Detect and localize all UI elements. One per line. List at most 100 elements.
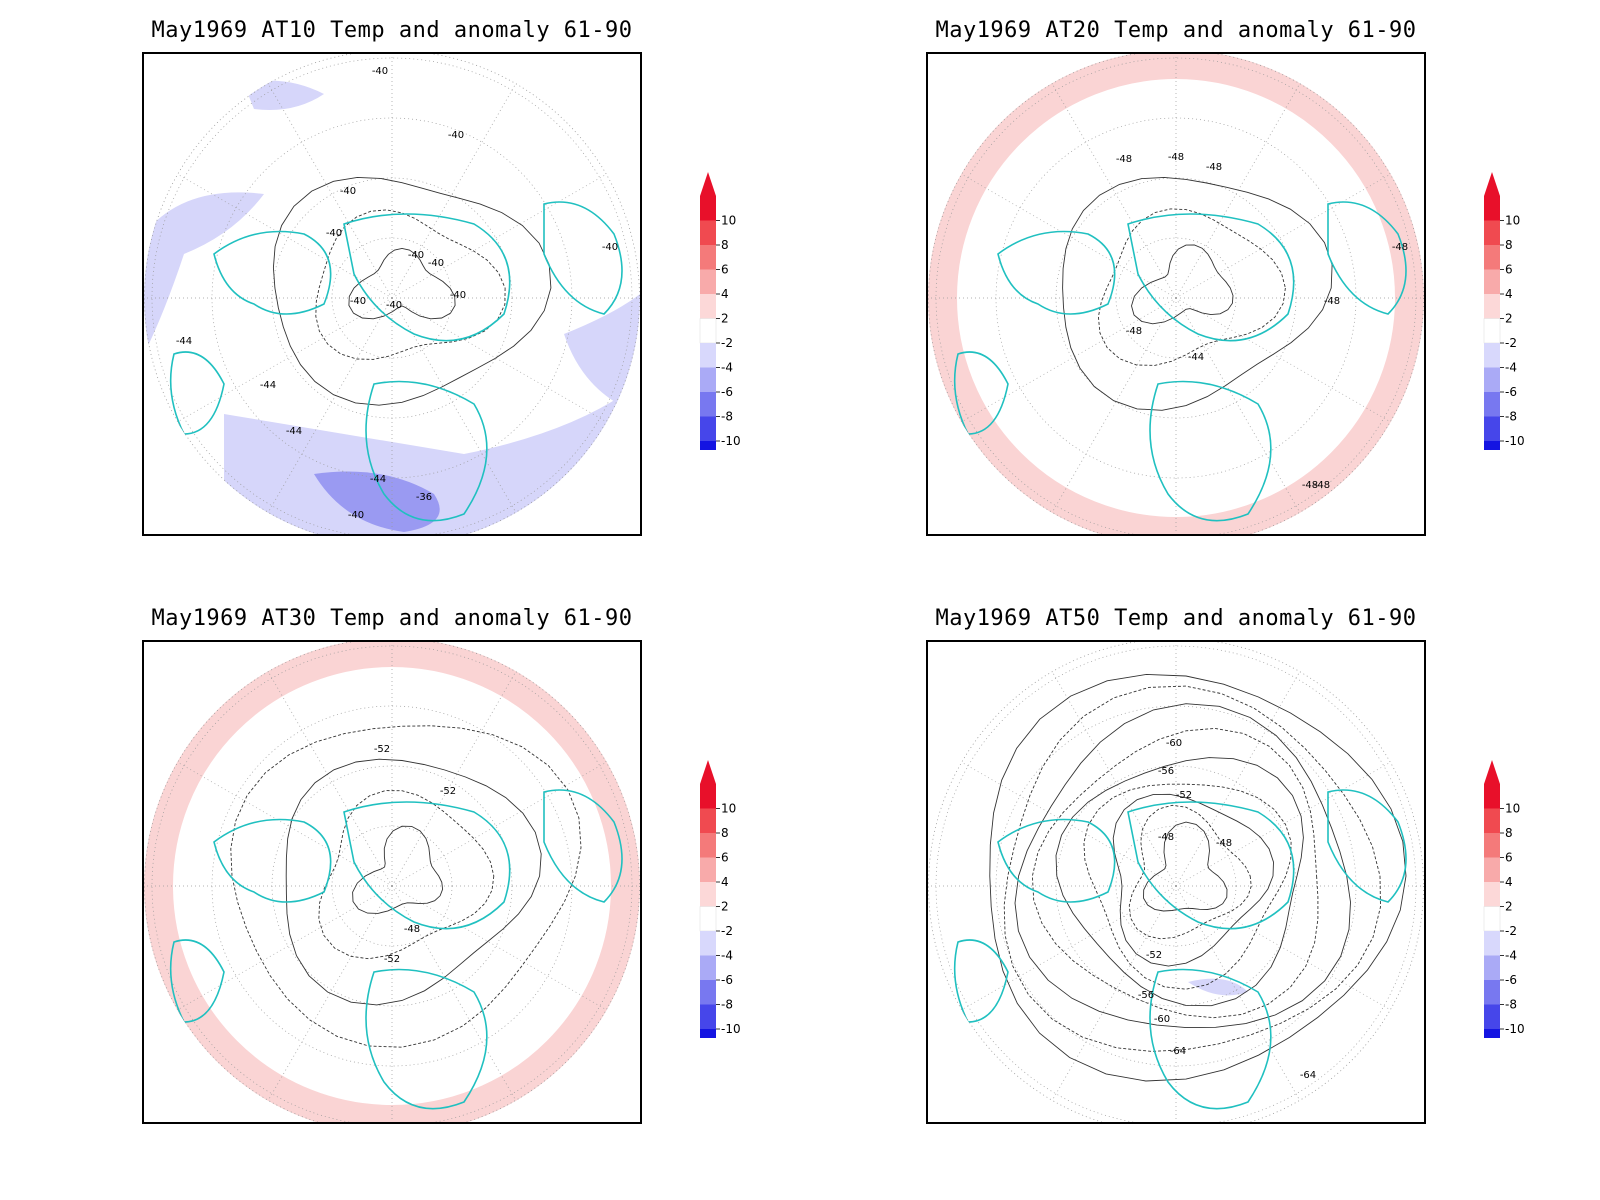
contour-label: -48 — [1314, 480, 1330, 491]
meridian-line — [267, 297, 393, 513]
cool-anomaly-region — [1188, 978, 1248, 996]
temperature-contour — [1062, 176, 1333, 411]
temperature-contour — [318, 790, 495, 960]
colorbar-label: -10 — [721, 434, 741, 448]
coastline — [997, 818, 1116, 903]
map-at30: -52 -52 -48 -52 — [142, 640, 642, 1124]
colorbar-label: -8 — [1505, 998, 1517, 1012]
colorbar-segment — [700, 980, 716, 1005]
meridian-line — [391, 297, 607, 423]
contour-label: -44 — [370, 474, 386, 485]
panel-title: May1969 AT30 Temp and anomaly 61-90 — [151, 606, 633, 631]
colorbar: 10 8 6 4 2 -2 -4 -6 -8 -10 — [1474, 758, 1534, 1078]
colorbar-label: 4 — [721, 875, 729, 889]
meridian-line — [961, 885, 1177, 1011]
strong-cool-anomaly-region — [314, 471, 440, 532]
meridian-line — [391, 761, 607, 887]
meridian-line — [1175, 83, 1301, 299]
colorbar-label: 6 — [1505, 851, 1513, 865]
colorbar-segment — [1484, 441, 1500, 466]
colorbar-label: -4 — [721, 361, 733, 375]
colorbar-label: 10 — [1505, 214, 1520, 228]
meridian-line — [177, 297, 393, 423]
temperature-contour — [1031, 727, 1319, 1019]
meridian-line — [1051, 671, 1177, 887]
colorbar-segment — [699, 906, 717, 932]
temperature-contour — [1014, 703, 1351, 1029]
colorbar-label: 4 — [1505, 287, 1513, 301]
map-svg-at20: -48 -48-48-48-48-48-44-48-48 — [928, 54, 1424, 534]
colorbar-label: -4 — [1505, 361, 1517, 375]
colorbar-label: -6 — [721, 973, 733, 987]
map-at20: -48 -48 -48 -48 -48 -48 -44 -48 -48 — [926, 52, 1426, 536]
temperature-contour — [1131, 244, 1234, 325]
colorbar-label: 8 — [721, 826, 729, 840]
contour-label: -36 — [416, 492, 432, 503]
colorbar-label: 10 — [721, 214, 736, 228]
map-svg-at10: -40 -40 -40 -40 -40 -40 -40 -40 -40 -40 -44 -44 -44 -… — [144, 54, 640, 534]
colorbar: 10 8 6 4 2 -2 -4 -6 -8 -10 — [1474, 170, 1534, 490]
coastline — [1327, 789, 1407, 903]
contour-label: -56 — [1158, 766, 1174, 777]
colorbar-label: 10 — [721, 802, 736, 816]
contour-label: -48 — [404, 924, 420, 935]
colorbar-segment — [1484, 882, 1500, 907]
coastline — [543, 201, 623, 315]
contour-label: -64 — [1170, 1046, 1186, 1057]
meridian-line — [177, 761, 393, 887]
temperature-contour — [1055, 757, 1304, 1007]
contour-label: -48 — [1158, 832, 1174, 843]
contour-label: -40 — [602, 242, 618, 253]
contour-label: -40 — [428, 258, 444, 269]
colorbar-label: 6 — [721, 851, 729, 865]
meridian-line — [1175, 885, 1391, 1011]
colorbar-segment — [700, 808, 716, 833]
colorbar-label: 10 — [1505, 802, 1520, 816]
colorbar: 10 8 6 4 2 -2 -4 -6 -8 -10 — [690, 758, 750, 1078]
colorbar-label: -4 — [1505, 949, 1517, 963]
colorbar-label: -6 — [1505, 973, 1517, 987]
colorbar-segment — [1484, 931, 1500, 956]
colorbar-label: 4 — [1505, 875, 1513, 889]
colorbar-label: -2 — [721, 924, 733, 938]
map-rim — [928, 642, 1424, 1122]
colorbar-segment — [1484, 1029, 1500, 1054]
contour-label: -52 — [1176, 790, 1192, 801]
contour-label: -52 — [384, 954, 400, 965]
contour-label: -52 — [440, 786, 456, 797]
colorbar-label: -8 — [1505, 410, 1517, 424]
panel-title: May1969 AT10 Temp and anomaly 61-90 — [151, 18, 633, 43]
meridian-line — [1051, 297, 1177, 513]
meridian-line — [391, 671, 517, 887]
colorbar-segment — [1484, 294, 1500, 319]
contour-label: -44 — [1188, 352, 1204, 363]
contour-label: -48 — [1324, 296, 1340, 307]
cool-anomaly-region — [224, 394, 624, 534]
contour-label: -56 — [1138, 990, 1154, 1001]
colorbar-segment — [1484, 784, 1500, 809]
colorbar-segment — [1484, 245, 1500, 270]
contour-label: -40 — [348, 510, 364, 521]
panel-at30: May1969 AT30 Temp and anomaly 61-90 -52 -… — [142, 588, 922, 1178]
meridian-line — [177, 885, 393, 1011]
coastline — [1149, 968, 1272, 1110]
contour-label: -60 — [1154, 1014, 1170, 1025]
meridian-line — [1175, 173, 1391, 299]
contour-label: -48 — [1216, 838, 1232, 849]
colorbar-top-arrow — [700, 760, 716, 784]
contour-label: -40 — [372, 66, 388, 77]
colorbar-segment — [1484, 955, 1500, 980]
temperature-contour — [230, 725, 582, 1048]
coastline — [953, 351, 1009, 435]
meridian-line — [391, 297, 517, 513]
colorbar-top-arrow — [1484, 760, 1500, 784]
colorbar-segment — [700, 1004, 716, 1029]
colorbar-label: -10 — [1505, 1022, 1525, 1036]
meridian-line — [267, 83, 393, 299]
colorbar-label: 8 — [1505, 238, 1513, 252]
map-rim — [928, 54, 1424, 534]
colorbar-top-arrow — [700, 172, 716, 196]
coastline — [1127, 213, 1295, 342]
colorbar-segment — [700, 294, 716, 319]
colorbar-segment — [700, 220, 716, 245]
